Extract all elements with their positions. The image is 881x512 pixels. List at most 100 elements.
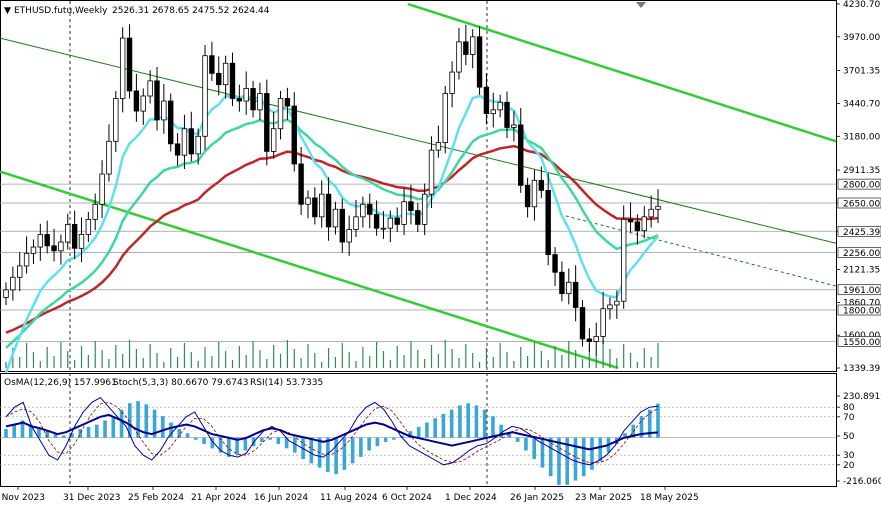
candle-up [78, 234, 85, 249]
candle-up [37, 234, 44, 248]
osma-bar [350, 437, 355, 464]
osma-bar [53, 433, 58, 438]
candle-up [387, 217, 394, 229]
osma-bar [169, 422, 173, 438]
candle-up [593, 336, 599, 342]
candle-up [106, 140, 112, 175]
candle-down [44, 234, 50, 247]
price-level-label: 2256.00 [843, 249, 880, 259]
candle-up [511, 124, 517, 128]
candle-down [209, 55, 215, 74]
osma-bar [524, 437, 528, 451]
chart-shift-marker[interactable] [636, 2, 646, 8]
osma-bar [103, 420, 107, 438]
candle-up [442, 93, 448, 143]
osma-bar [400, 435, 404, 438]
candle-down [126, 37, 133, 92]
candle-down [312, 197, 318, 218]
price-level-label: 2425.39 [843, 228, 880, 238]
osma-bar [70, 433, 74, 438]
candle-up [600, 308, 606, 337]
candle-down [236, 98, 243, 102]
osma-bar [581, 437, 586, 477]
osma-bar [540, 437, 545, 468]
candle-up [620, 218, 627, 302]
candle-down [559, 271, 565, 295]
time-tick-label: 25 Feb 2024 [128, 493, 184, 503]
osma-bar [532, 437, 537, 460]
candle-down [538, 179, 545, 191]
candle-down [572, 281, 579, 308]
candle-up [85, 218, 92, 235]
candle-down [298, 163, 304, 205]
candle-up [30, 246, 37, 254]
candle-up [305, 197, 311, 205]
indicator-tick-label: 80 [843, 403, 855, 413]
price-tick-label: 3701.35 [843, 67, 880, 77]
osma-bar [86, 426, 91, 438]
price-level-label: 1550.00 [843, 338, 880, 348]
price-tick-label: 3440.70 [843, 99, 880, 109]
candle-down [483, 86, 490, 115]
candle-down [504, 101, 510, 128]
osma-bar [573, 437, 578, 481]
candle-down [216, 72, 222, 86]
candle-down [463, 41, 469, 55]
candle-up [243, 88, 249, 102]
osma-bar [284, 437, 289, 449]
chart-header-icon: ▼ [4, 6, 11, 16]
osma-bar [639, 416, 644, 438]
volume-bars [5, 340, 659, 368]
price-axis[interactable]: 4230.70 3970.00 3701.35 3440.70 3180.00 2911.… [836, 0, 881, 374]
candle-up [469, 36, 476, 55]
candle-up [99, 173, 105, 205]
osma-bar [359, 437, 363, 457]
candle-up [641, 216, 647, 232]
time-tick-label: 11 Aug 2024 [320, 493, 378, 503]
candles[interactable] [3, 24, 661, 356]
time-tick-label: 31 Dec 2023 [63, 493, 121, 503]
osma-bar [515, 437, 520, 442]
osma-bar [37, 427, 41, 438]
price-tick-label: 3180.00 [843, 132, 880, 142]
osma-bar [466, 403, 470, 438]
candle-up [655, 205, 661, 210]
candle-down [51, 245, 57, 252]
osma-bar [392, 437, 396, 440]
osma-bar [161, 416, 165, 438]
candle-down [476, 36, 483, 88]
osma-bar [548, 437, 553, 477]
candle-down [229, 62, 236, 99]
candle-down [552, 254, 558, 273]
osma-bar [326, 437, 330, 472]
osma-bar [185, 433, 190, 438]
time-axis[interactable]: 6 Nov 2023 31 Dec 2023 25 Feb 2024 21 Apr 2… [0, 487, 699, 503]
osma-bar [152, 409, 157, 438]
candle-down [415, 210, 421, 225]
time-tick-label: 6 Nov 2023 [0, 493, 45, 503]
candle-down [373, 213, 380, 229]
price-tick-label: 1339.39 [843, 364, 880, 374]
candle-up [332, 208, 339, 228]
osma-bar [218, 437, 223, 453]
candle-up [531, 179, 538, 208]
chart-symbol: ETHUSD.futu,Weekly [14, 6, 108, 16]
osma-bar [408, 431, 413, 438]
candle-down [367, 203, 373, 215]
candle-up [119, 37, 126, 99]
candle-up [140, 95, 146, 112]
osma-bar [375, 437, 380, 447]
candle-up [10, 276, 16, 291]
osma-bar [433, 418, 437, 438]
candle-down [154, 80, 160, 121]
candle-up [607, 304, 613, 310]
candle-up [277, 98, 284, 130]
stoch-main-line [5, 396, 659, 466]
osma-bar [499, 424, 503, 438]
osma-bar [565, 437, 570, 485]
osma-bar [491, 416, 495, 438]
candle-down [408, 201, 414, 211]
osma-bar [28, 424, 33, 438]
